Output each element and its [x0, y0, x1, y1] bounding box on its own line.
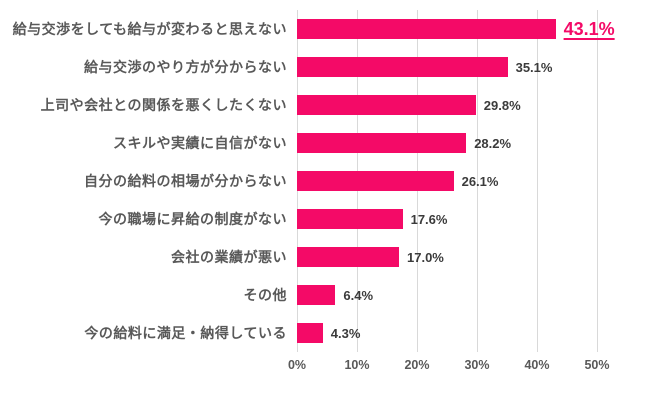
category-label: 自分の給料の相場が分からない: [84, 173, 287, 189]
bar-area: 17.6%: [297, 200, 650, 238]
chart-row: 上司や会社との関係を悪くしたくない 29.8%: [0, 86, 650, 124]
chart-row: その他 6.4%: [0, 276, 650, 314]
chart-row: 今の給料に満足・納得している 4.3%: [0, 314, 650, 352]
value-label: 17.0%: [407, 249, 444, 265]
bar-area: 28.2%: [297, 124, 650, 162]
bar: [297, 19, 556, 39]
bar: [297, 247, 399, 267]
bar-area: 43.1%: [297, 10, 650, 48]
value-label: 4.3%: [330, 325, 361, 341]
category-label: 給与交渉をしても給与が変わると思えない: [12, 21, 287, 37]
value-label: 6.4%: [343, 287, 374, 303]
chart-row: 会社の業績が悪い 17.0%: [0, 238, 650, 276]
gridline-30%: [477, 10, 478, 352]
category-label: 会社の業績が悪い: [171, 249, 287, 265]
chart-row: 自分の給料の相場が分からない 26.1%: [0, 162, 650, 200]
x-tick-label: 20%: [404, 358, 430, 372]
category-label: スキルや実績に自信がない: [113, 135, 287, 151]
value-label: 35.1%: [515, 59, 553, 75]
bar: [297, 285, 336, 305]
chart-row: 給与交渉をしても給与が変わると思えない 43.1%: [0, 10, 650, 48]
bar-area: 17.0%: [297, 238, 650, 276]
value-label: 17.6%: [410, 211, 448, 227]
bar: [297, 171, 454, 191]
value-label-highlighted: 43.1%: [563, 18, 615, 39]
x-axis: 0% 10% 20% 30% 40% 50%: [288, 358, 610, 382]
value-label: 26.1%: [461, 173, 499, 189]
bar: [297, 133, 467, 153]
category-label: 今の職場に昇給の制度がない: [98, 211, 287, 227]
category-label: 給与交渉のやり方が分からない: [84, 59, 287, 75]
gridline-40%: [537, 10, 538, 352]
x-tick-label: 30%: [464, 358, 490, 372]
bar: [297, 95, 476, 115]
x-tick-label: 10%: [344, 358, 370, 372]
x-tick-label: 40%: [524, 358, 550, 372]
bar-area: 4.3%: [297, 314, 650, 352]
value-label: 29.8%: [483, 97, 521, 113]
bar-area: 29.8%: [297, 86, 650, 124]
gridline-50%: [597, 10, 598, 352]
bar-area: 26.1%: [297, 162, 650, 200]
category-label: 今の給料に満足・納得している: [84, 325, 287, 341]
chart-row: 今の職場に昇給の制度がない 17.6%: [0, 200, 650, 238]
bar: [297, 209, 403, 229]
bar-area: 6.4%: [297, 276, 650, 314]
bar: [297, 323, 323, 343]
x-tick-label: 0%: [287, 358, 307, 372]
bar-area: 35.1%: [297, 48, 650, 86]
chart-row: スキルや実績に自信がない 28.2%: [0, 124, 650, 162]
category-label: その他: [243, 287, 287, 303]
x-tick-label: 50%: [584, 358, 610, 372]
value-label: 28.2%: [474, 135, 512, 151]
category-label: 上司や会社との関係を悪くしたくない: [40, 97, 287, 113]
chart-row: 給与交渉のやり方が分からない 35.1%: [0, 48, 650, 86]
chart-rows: 給与交渉をしても給与が変わると思えない 43.1% 給与交渉のやり方が分からない 35…: [0, 10, 650, 352]
bar: [297, 57, 508, 77]
